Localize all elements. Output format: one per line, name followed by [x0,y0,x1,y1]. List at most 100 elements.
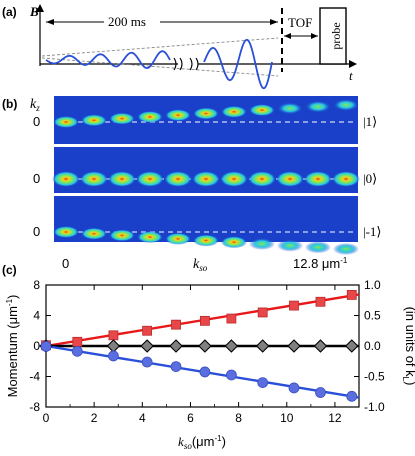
panel-a-y-arrow [36,4,44,12]
y-tick-label-right: 0.5 [364,309,381,323]
panel-b-x-left: 0 [62,256,69,271]
x-tick-label: 12 [328,411,342,425]
modulation-wave-late [203,38,273,90]
spin-state-label: |0⟩ [363,171,377,186]
atom-cloud [221,105,247,118]
data-point-circle [288,382,300,394]
atom-cloud [164,171,192,187]
panel-a-t-label: t [349,68,353,83]
duration-arrowhead-right [270,19,278,25]
atom-cloud [53,116,79,128]
data-point-square [108,330,119,341]
panel-b-x-mid: kso [193,257,208,273]
atom-cloud [249,104,275,117]
row-zero-label: 0 [33,224,40,239]
panel-b-label: (b) [2,97,17,111]
data-point-square [72,336,83,347]
atom-cloud [137,110,163,123]
duration-arrowhead-left [46,19,54,25]
data-point-square [346,290,357,300]
atom-cloud [305,100,331,113]
row-zero-label: 0 [33,171,40,186]
probe-box [319,7,347,65]
atom-cloud [221,236,247,249]
data-point-square [289,300,299,311]
data-point-square [171,319,181,330]
y-tick-label-right: 1.0 [364,278,381,292]
x-tick-label: 2 [91,411,98,425]
data-point-circle [71,345,83,357]
data-point-square [226,313,237,324]
x-tick-label: 4 [139,411,146,425]
y-axis-label-left: Momentum (μm-1) [5,295,20,398]
panel-c-label: (c) [2,263,17,277]
panel-b-x-right: 12.8 μm-1 [293,256,348,271]
atom-cloud [193,234,219,247]
duration-label: 200 ms [108,14,146,29]
data-point-diamond [287,339,301,353]
atom-cloud [81,114,107,127]
atom-cloud [248,171,276,187]
tof-label: TOF [288,15,312,30]
x-tick-label: 6 [187,411,194,425]
atom-cloud [52,171,80,187]
y-tick-label-left: 8 [33,278,40,292]
panel-a-t-arrow [349,60,357,68]
atom-cloud [81,227,107,240]
envelope-upper [41,37,279,57]
data-point-circle [225,369,237,381]
panel-a-break-mark-2 [189,57,199,71]
data-points [39,290,359,402]
atom-cloud [165,232,191,245]
panel-c: (c) 0 2 4 6 8 10 12 8 4 0 -4 -8 1.0 0.5 0.0 -0.5 -1.0 Mo… [2,263,415,451]
data-point-diamond [344,339,359,353]
data-point-circle [199,366,211,378]
spin-state-label: |1⟩ [363,114,377,129]
panel-a: (a) B' t 200 ms TOF probe [2,4,357,90]
atom-cloud [192,171,220,187]
tof-arrowheads [284,33,318,39]
atom-cloud [332,171,360,187]
atom-cloud [249,237,275,250]
atom-cloud [137,231,163,244]
atom-cloud [333,99,359,111]
atom-cloud [276,171,304,187]
absorption-images: 0 |1⟩ 0 |0⟩ 0 |-1⟩ [33,96,382,255]
data-point-circle [346,390,358,402]
spin-state-label: |-1⟩ [363,224,382,239]
atom-cloud [304,171,332,187]
panel-a-label: (a) [2,5,17,19]
row-zero-label: 0 [33,114,40,129]
atom-cloud [193,107,219,120]
x-tick-label: 8 [235,411,242,425]
atom-cloud [136,171,164,187]
data-point-square [257,307,268,318]
x-tick-label: 10 [280,411,294,425]
data-point-circle [141,356,153,368]
atom-cloud [305,241,331,254]
y-tick-label-right: 0.0 [364,339,381,353]
data-point-circle [257,377,269,389]
x-tick-label: 0 [43,411,50,425]
data-point-circle [315,387,326,398]
data-point-square [142,325,153,336]
atom-cloud [109,112,135,125]
atom-cloud [165,109,191,122]
panel-a-break-mark-1 [173,57,183,71]
atom-cloud [53,226,79,238]
y-axis-label-right: (in units of kL) [401,307,415,386]
atom-cloud [333,243,359,255]
y-tick-label-left: -8 [29,400,40,414]
y-tick-label-right: -0.5 [364,370,385,384]
data-point-diamond [224,339,239,353]
y-tick-label-left: -4 [29,370,40,384]
data-point-diamond [198,339,212,353]
data-point-diamond [140,339,154,353]
panel-b-y-label: kz [30,97,40,113]
y-tick-label-left: 0 [33,339,40,353]
atom-cloud [277,239,303,252]
panel-b: (b) kz 0 |1⟩ 0 |0⟩ 0 |-1⟩ 0 kso 12.8 μm-1 [2,96,382,273]
data-point-diamond [169,339,183,353]
y-tick-label-right: -1.0 [364,400,385,414]
